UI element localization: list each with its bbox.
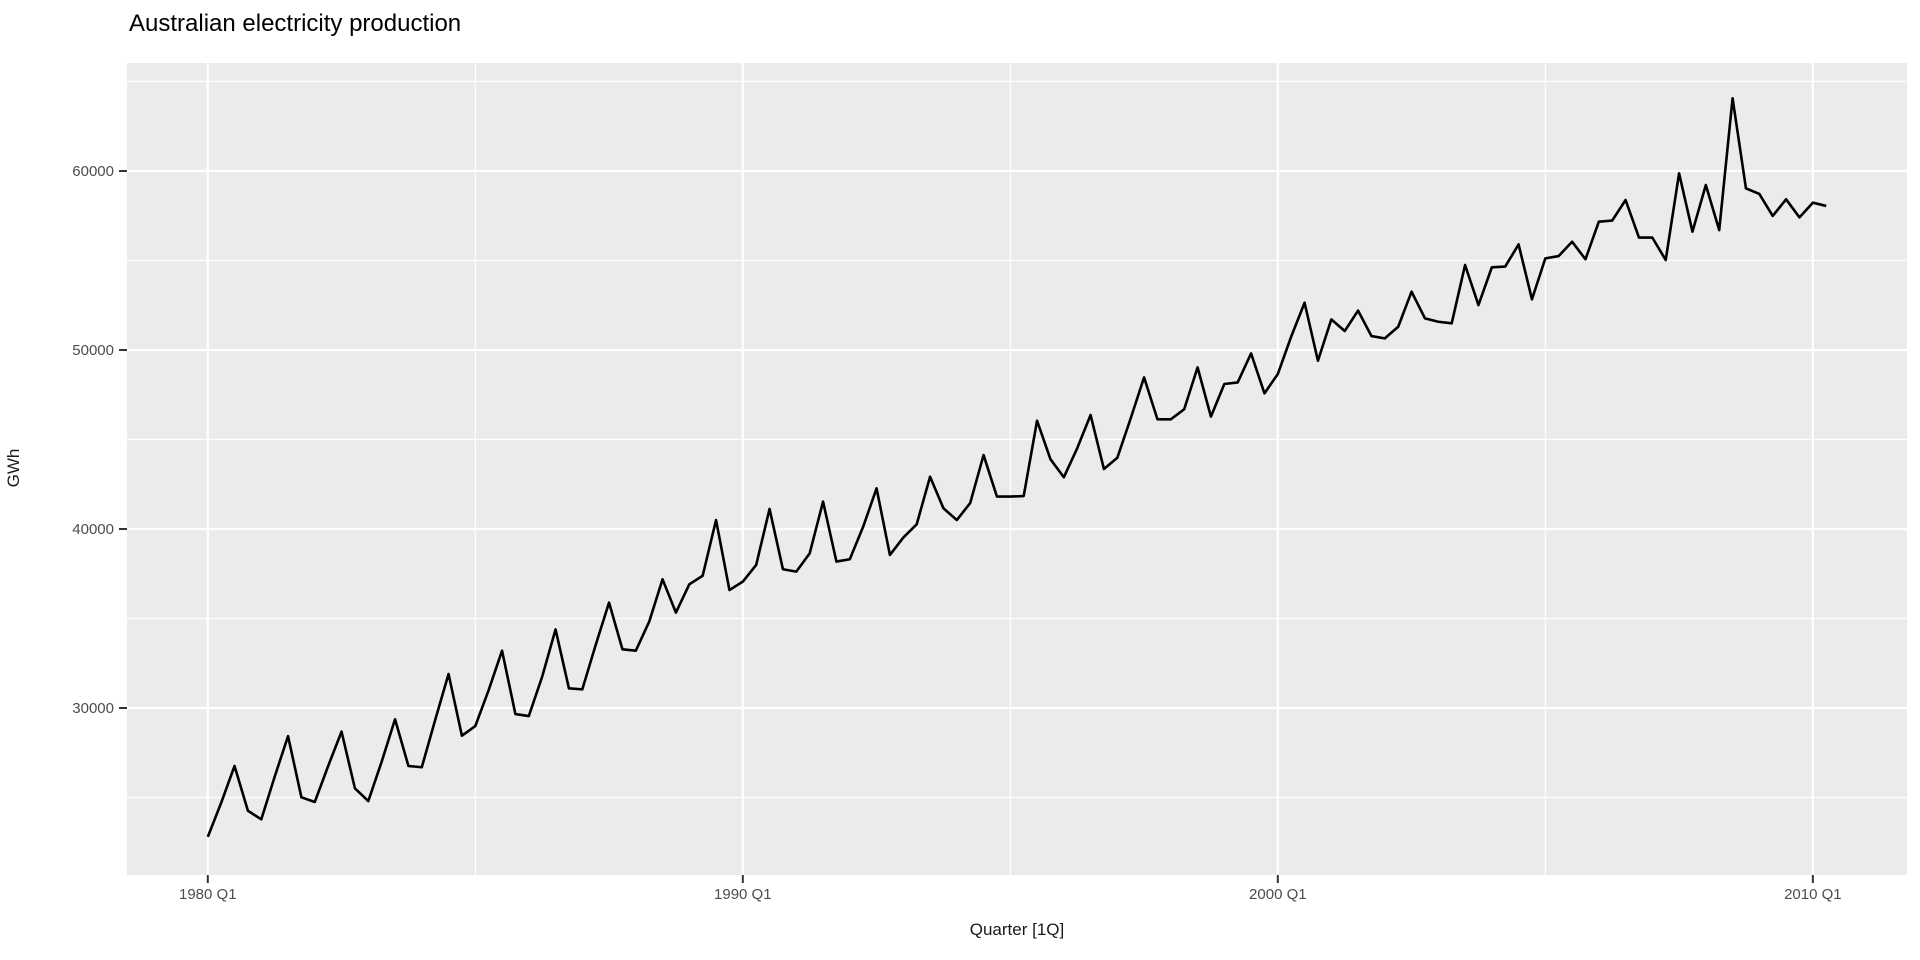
x-tick-label: 2000 Q1	[1249, 886, 1307, 903]
chart-title: Australian electricity production	[129, 10, 462, 37]
y-tick-label: 60000	[72, 163, 114, 180]
y-tick-label: 30000	[72, 700, 114, 717]
y-tick-label: 40000	[72, 521, 114, 538]
x-axis-title: Quarter [1Q]	[969, 920, 1065, 939]
x-tick-label: 2010 Q1	[1784, 886, 1842, 903]
x-tick-label: 1990 Q1	[714, 886, 772, 903]
y-tick-label: 50000	[72, 342, 114, 359]
electricity-series-line	[206, 97, 1827, 838]
panel-background	[127, 63, 1907, 875]
y-axis-title: GWh	[4, 448, 23, 488]
x-tick-label: 1980 Q1	[179, 886, 237, 903]
